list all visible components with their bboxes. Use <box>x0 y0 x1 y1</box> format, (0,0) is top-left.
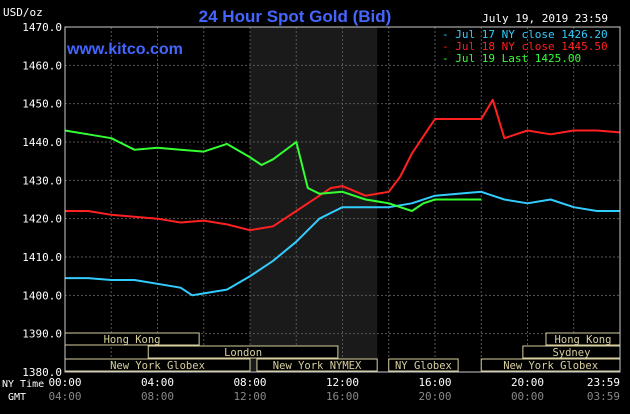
legend-entry-3: - Jul 19 Last 1425.00 <box>442 52 581 65</box>
series-line-2 <box>65 98 621 232</box>
session-label: Sydney <box>552 347 590 359</box>
watermark: www.kitco.com <box>66 41 183 58</box>
data-series <box>64 98 621 297</box>
x-tick-label-ny: 08:00 <box>233 376 266 389</box>
session-label: New York Globex <box>110 360 205 372</box>
plot-frame <box>64 26 621 373</box>
y-tick-label: 1470.0 <box>22 21 62 34</box>
y-tick-label: 1410.0 <box>22 251 62 264</box>
y-tick-label: 1400.0 <box>22 289 62 302</box>
x-tick-label-ny: 23:59 <box>587 376 620 389</box>
y-tick-label: 1440.0 <box>22 136 62 149</box>
x-tick-label-ny: 20:00 <box>511 376 544 389</box>
legend-entry-2: - Jul 18 NY close 1445.50 <box>442 40 608 53</box>
x-tick-label-gmt: 20:00 <box>418 390 451 403</box>
x-tick-label-gmt: 16:00 <box>326 390 359 403</box>
y-tick-label: 1420.0 <box>22 213 62 226</box>
session-box <box>388 358 459 372</box>
unit-label: USD/oz <box>3 6 43 19</box>
x-axis-ticks: 00:00 04:00 08:00 12:00 16:00 20:00 23:5904:00… <box>48 376 620 403</box>
y-axis-ticks: 1380.0 1390.0 1400.0 1410.0 1420.0 1430.0 1440… <box>22 21 62 379</box>
session-label: London <box>224 347 262 359</box>
session-label: Hong Kong <box>104 334 161 346</box>
y-tick-label: 1460.0 <box>22 59 62 72</box>
x-tick-label-ny: 16:00 <box>418 376 451 389</box>
session-label: New York Globex <box>503 360 598 372</box>
x-tick-label-gmt: 03:59 <box>587 390 620 403</box>
session-label: New York NYMEX <box>273 360 362 372</box>
y-tick-label: 1380.0 <box>22 366 62 379</box>
series-line-1 <box>65 190 620 297</box>
ny-time-label: NY Time <box>2 379 44 390</box>
date-label: July 19, 2019 23:59 <box>482 12 608 25</box>
series-line-3 <box>64 129 482 212</box>
y-tick-label: 1450.0 <box>22 98 62 111</box>
x-tick-label-gmt: 12:00 <box>233 390 266 403</box>
x-tick-label-ny: 00:00 <box>48 376 81 389</box>
legend: - Jul 17 NY close 1426.20 - Jul 18 NY cl… <box>442 28 608 65</box>
session-label: NY Globex <box>395 360 452 372</box>
y-tick-label: 1390.0 <box>22 328 62 341</box>
session-box <box>256 358 378 372</box>
x-tick-label-gmt: 08:00 <box>141 390 174 403</box>
x-tick-label-gmt: 00:00 <box>511 390 544 403</box>
gmt-label: GMT <box>8 392 26 403</box>
x-tick-label-ny: 04:00 <box>141 376 174 389</box>
market-sessions: Hong Kong London New York Globex New York N… <box>64 332 621 372</box>
session-label: Hong Kong <box>555 334 612 346</box>
y-tick-label: 1430.0 <box>22 174 62 187</box>
x-tick-label-gmt: 04:00 <box>48 390 81 403</box>
legend-entry-1: - Jul 17 NY close 1426.20 <box>442 28 608 41</box>
session-box <box>147 345 339 359</box>
chart-title: 24 Hour Spot Gold (Bid) <box>199 7 392 26</box>
x-tick-label-ny: 12:00 <box>326 376 359 389</box>
